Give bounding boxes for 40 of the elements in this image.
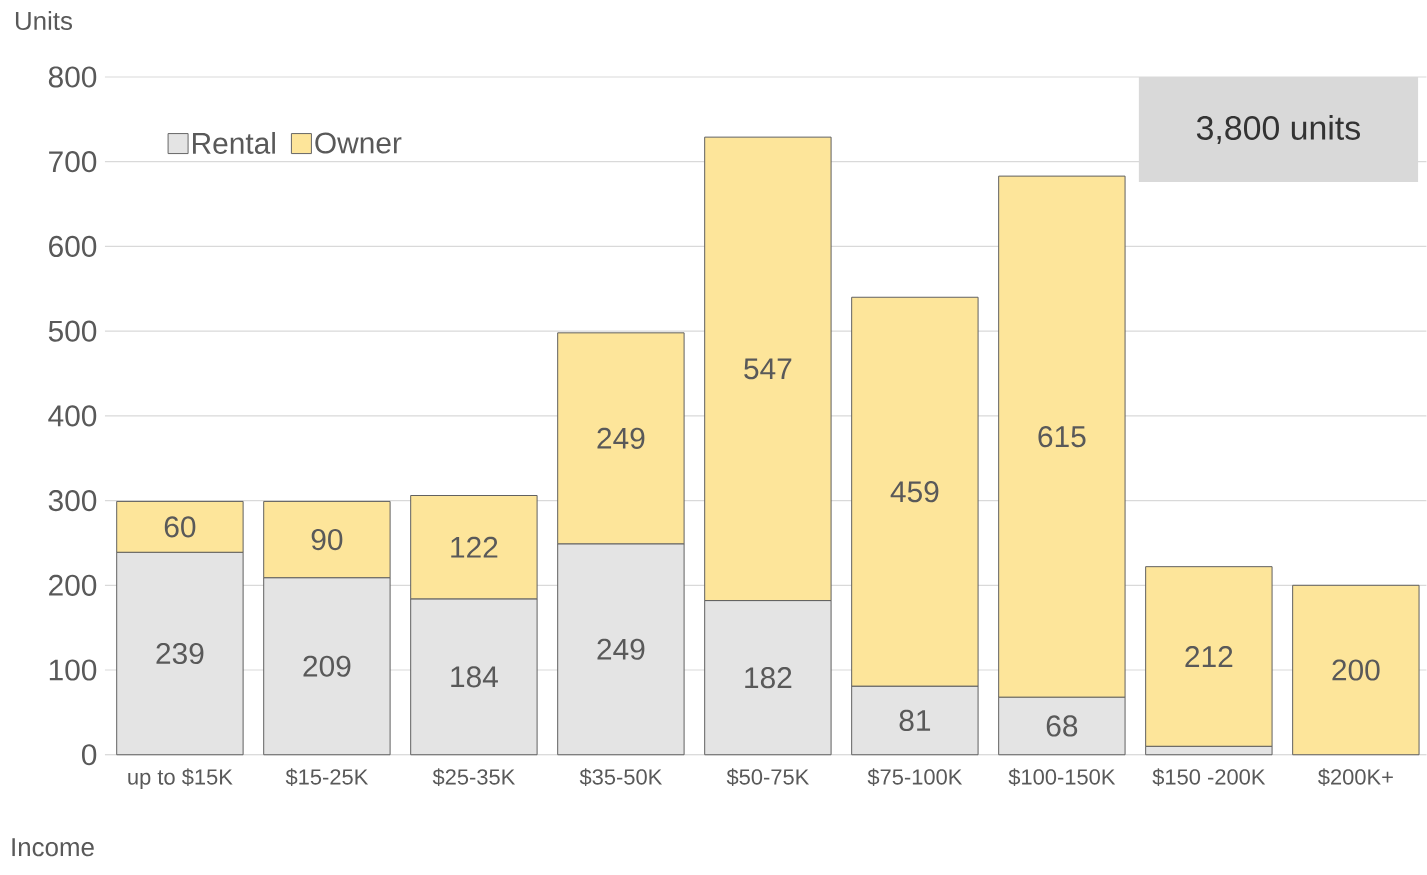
x-tick-label: $50-75K: [726, 768, 810, 787]
y-axis-title: Units: [15, 11, 73, 31]
data-label: 60: [164, 516, 196, 538]
data-label: 209: [303, 655, 351, 677]
data-label: 249: [597, 427, 645, 450]
data-label: 249: [597, 638, 645, 660]
data-label: 615: [1038, 426, 1086, 448]
y-tick-label: 0: [81, 744, 97, 766]
data-label: 68: [1046, 715, 1078, 737]
data-label: 182: [745, 667, 792, 689]
y-tick-label: 800: [48, 66, 97, 88]
annotation: 3,800 units: [1196, 115, 1360, 145]
x-tick-label: $35-50K: [579, 768, 663, 787]
data-label: 122: [451, 536, 498, 558]
data-label: 212: [1185, 646, 1233, 668]
data-label: 90: [311, 529, 343, 551]
data-label: 547: [744, 358, 792, 380]
data-label: 184: [451, 666, 498, 688]
y-tick-label: 100: [49, 659, 97, 681]
x-tick-label: $150 -200K: [1152, 768, 1266, 787]
data-label: 239: [156, 643, 204, 665]
legend-label: Rental: [193, 132, 275, 155]
x-axis-title: Income: [12, 838, 94, 857]
bar: [1292, 584, 1420, 756]
x-tick-label: $200K+: [1318, 768, 1393, 787]
y-tick-label: 400: [48, 405, 97, 427]
y-tick-label: 700: [49, 151, 97, 173]
x-tick-label: $100-150K: [1008, 768, 1116, 787]
y-tick-label: 500: [48, 320, 97, 342]
legend-label: Owner: [315, 132, 402, 154]
x-tick-label: $15-25K: [285, 768, 369, 787]
x-tick-label: $75-100K: [867, 768, 963, 787]
x-tick-label: $25-35K: [432, 768, 516, 787]
y-tick-label: 600: [49, 235, 97, 258]
data-label: 81: [899, 709, 931, 732]
y-tick-label: 200: [49, 574, 97, 597]
y-tick-label: 300: [48, 490, 97, 512]
x-tick-label: up to $15K: [128, 768, 233, 790]
data-label: 200: [1332, 659, 1380, 681]
data-label: 459: [890, 481, 939, 503]
